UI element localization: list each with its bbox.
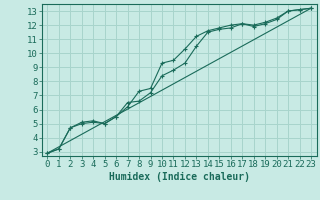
- X-axis label: Humidex (Indice chaleur): Humidex (Indice chaleur): [109, 172, 250, 182]
